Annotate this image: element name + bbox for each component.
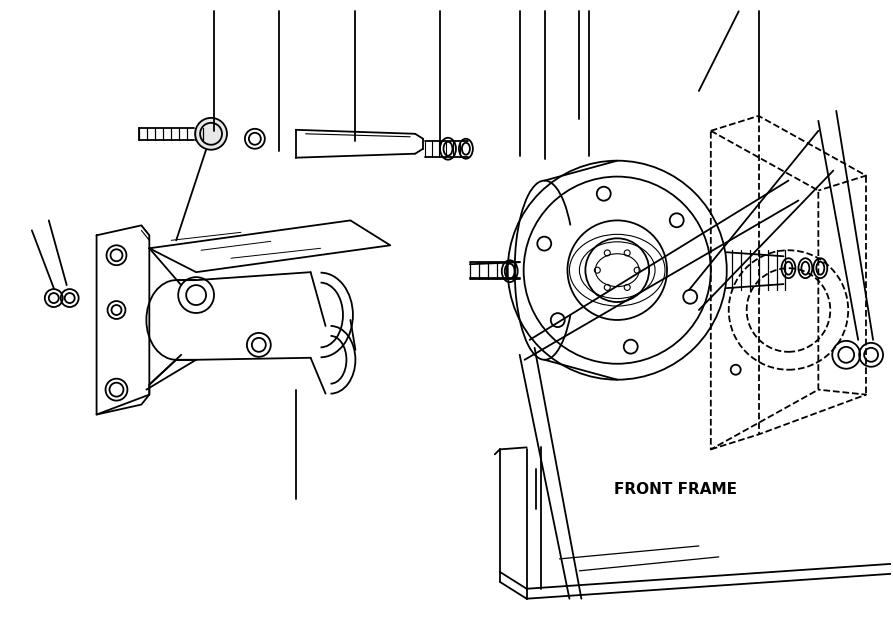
Text: FRONT FRAME: FRONT FRAME [614,481,738,497]
Circle shape [196,118,227,150]
